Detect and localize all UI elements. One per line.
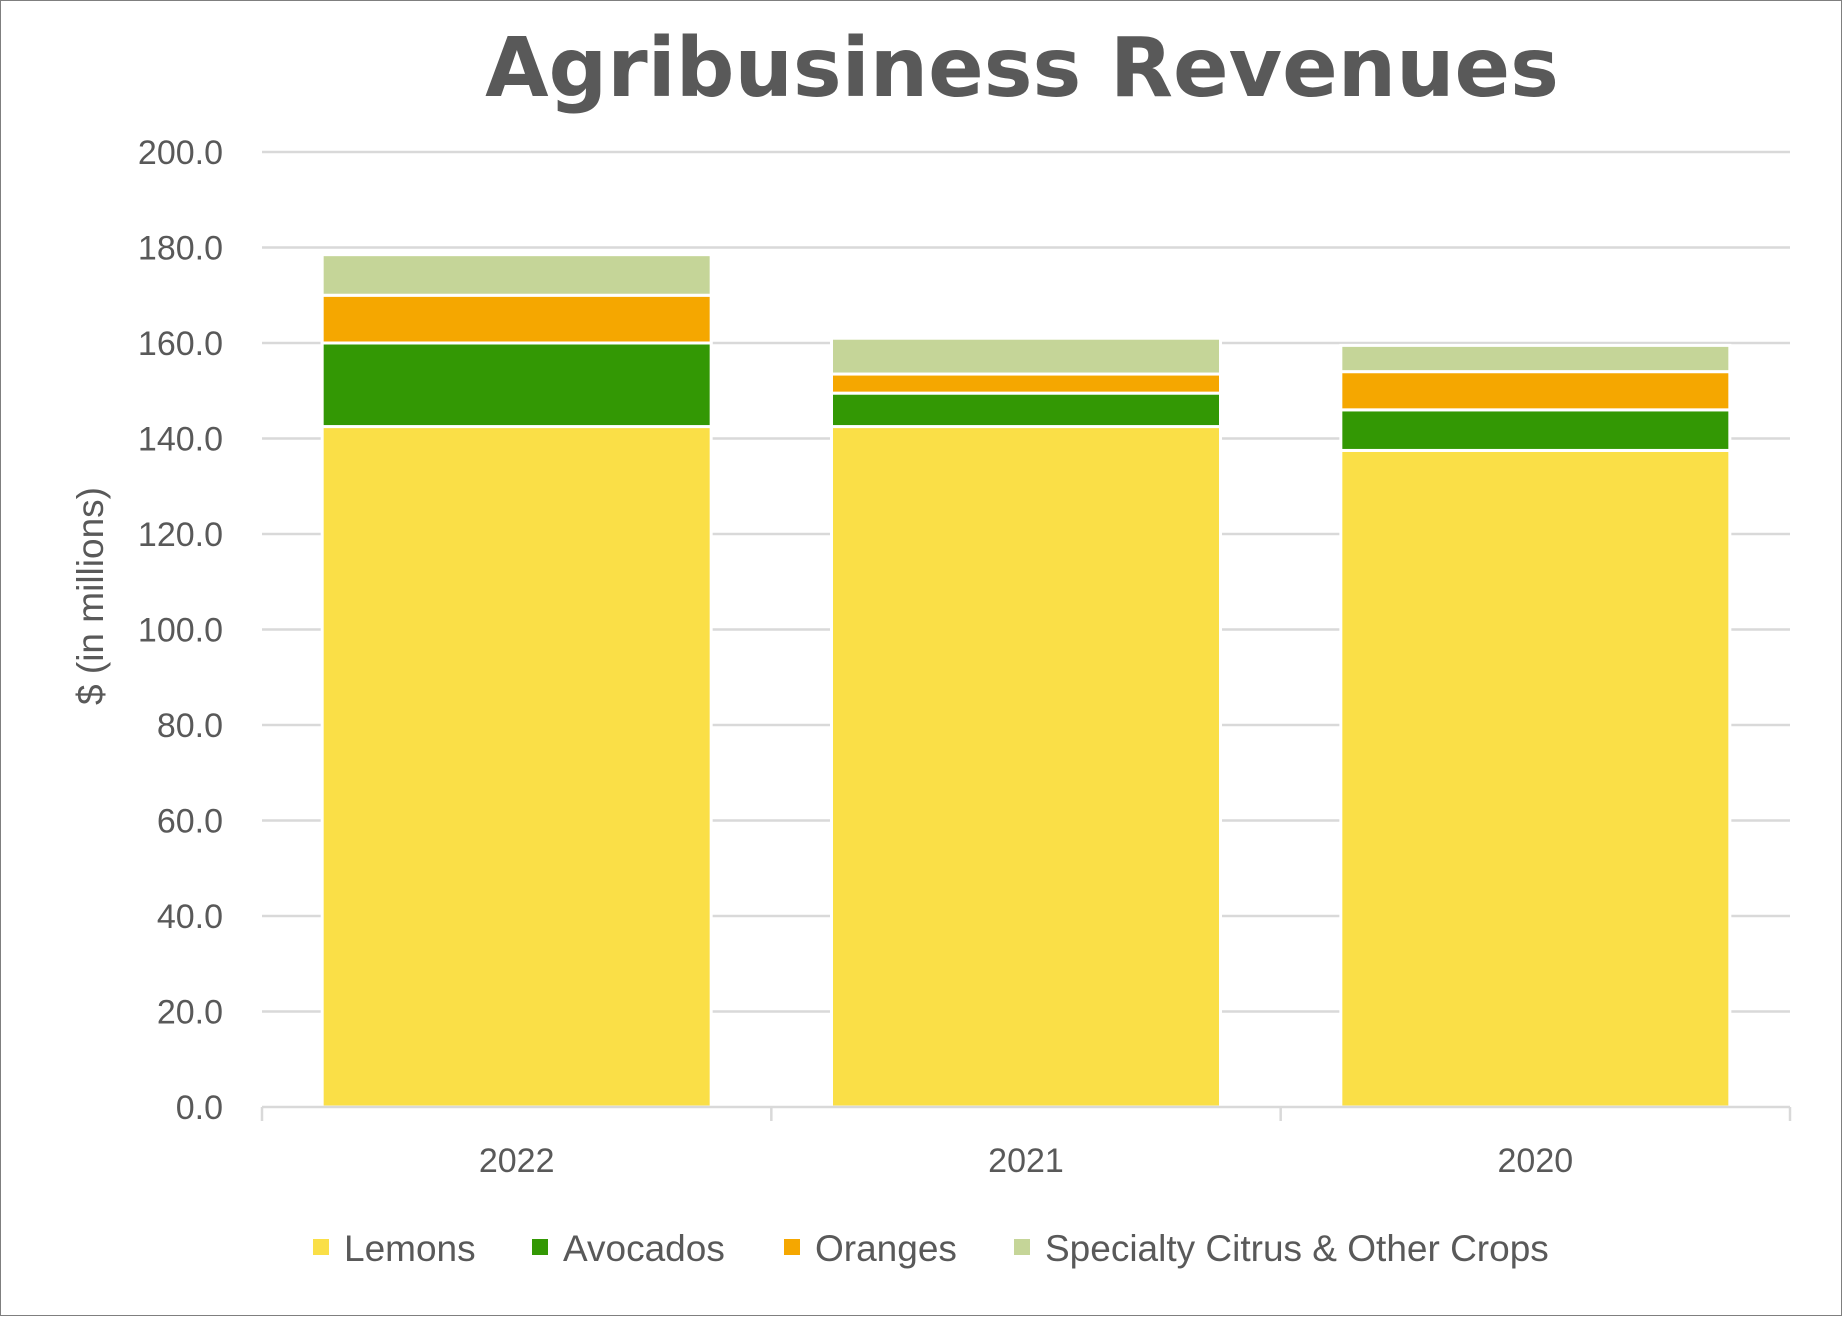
legend-label: Avocados [563,1228,725,1269]
legend-item: Avocados [532,1228,725,1269]
y-axis-label: $ (in millions) [70,487,111,705]
chart-title: Agribusiness Revenues [485,21,1559,116]
bar-specialty-citrus-other-crops-2022 [320,253,713,297]
bar-lemons-2021 [830,425,1222,1109]
x-tick-label: 2021 [988,1142,1064,1180]
legend-swatch [313,1239,329,1255]
legend-item: Oranges [784,1228,957,1269]
bar-specialty-citrus-other-crops-2021 [830,336,1222,376]
bar-oranges-2020 [1339,370,1732,412]
y-tick-label: 200.0 [138,134,223,172]
bar-lemons-2020 [1339,448,1732,1109]
legend-label: Specialty Citrus & Other Crops [1045,1228,1549,1269]
bar-avocados-2022 [320,341,713,429]
y-tick-label: 120.0 [138,516,223,554]
legend-item: Specialty Citrus & Other Crops [1014,1228,1549,1269]
bar-specialty-citrus-other-crops-2020 [1339,343,1732,374]
legend-item: Lemons [313,1228,476,1269]
y-tick-label: 140.0 [138,421,223,459]
legend: Lemons Avocados Oranges Specialty Citrus & … [313,1228,1549,1269]
x-axis [260,1105,1792,1121]
legend-swatch [1014,1239,1030,1255]
legend-swatch [532,1239,548,1255]
y-tick-label: 20.0 [157,994,223,1032]
y-tick-label: 100.0 [138,612,223,650]
bar-lemons-2022 [320,425,713,1109]
bar-avocados-2020 [1339,408,1732,452]
y-axis-ticks: 0.0 20.0 40.0 60.0 80.0 100.0 120.0 140.0 160.0 1… [138,134,223,1127]
legend-label: Lemons [344,1228,476,1269]
bar-oranges-2021 [830,372,1222,395]
x-tick-label: 2022 [479,1142,555,1180]
bar-oranges-2022 [320,293,713,345]
y-tick-label: 0.0 [176,1089,223,1127]
y-tick-label: 80.0 [157,707,223,745]
legend-swatch [784,1239,800,1255]
y-tick-label: 40.0 [157,898,223,936]
bar-avocados-2021 [830,391,1222,429]
y-tick-label: 160.0 [138,325,223,363]
y-tick-label: 180.0 [138,230,223,268]
x-axis-ticks: 2022 2021 2020 [479,1142,1573,1180]
x-tick-label: 2020 [1498,1142,1574,1180]
legend-label: Oranges [815,1228,957,1269]
bars [320,253,1732,1109]
y-tick-label: 60.0 [157,803,223,841]
